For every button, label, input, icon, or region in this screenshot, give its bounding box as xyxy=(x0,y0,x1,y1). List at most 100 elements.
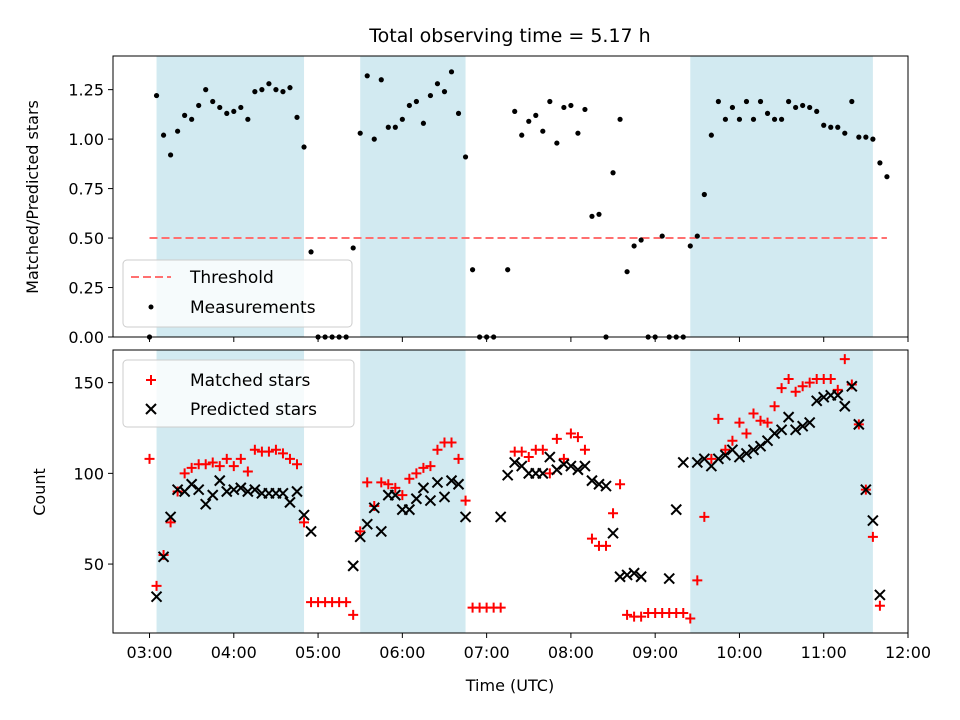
x-tick-label-8: 11:00 xyxy=(801,643,847,662)
matched-star-point-39 xyxy=(418,462,429,473)
matched-star-point-77 xyxy=(692,575,703,586)
measurement-point-78 xyxy=(701,191,707,198)
predicted-star-point-41 xyxy=(501,469,514,481)
matched-star-point-11 xyxy=(221,453,232,464)
matched-star-point-2 xyxy=(158,549,169,560)
measurement-point-14 xyxy=(245,116,251,122)
predicted-star-point-73 xyxy=(754,440,767,452)
predicted-star-point-68 xyxy=(719,449,732,461)
matched-star-point-65 xyxy=(608,508,619,519)
top-observing-window-1 xyxy=(360,56,466,337)
predicted-star-point-23 xyxy=(347,560,359,572)
measurement-point-65 xyxy=(610,170,616,176)
predicted-star-point-70 xyxy=(733,451,746,463)
x-tick-label-9: 12:00 xyxy=(885,643,931,662)
predicted-star-point-7 xyxy=(199,498,212,510)
matched-star-point-43 xyxy=(446,437,457,448)
predicted-star-point-40 xyxy=(494,511,507,523)
matched-star-point-37 xyxy=(404,473,415,484)
predicted-star-point-18 xyxy=(277,487,289,500)
top-y-axis-label: Matched/Predicted stars xyxy=(23,100,42,294)
measurement-point-23 xyxy=(308,249,314,255)
measurement-point-88 xyxy=(771,116,778,122)
matched-star-point-97 xyxy=(832,384,843,395)
predicted-star-point-57 xyxy=(614,571,626,583)
predicted-star-point-48 xyxy=(551,464,563,476)
matched-star-point-29 xyxy=(348,609,359,620)
top-panel: 0.00 0.25 0.50 0.75 1.00 1.25 Matched/Predict… xyxy=(23,55,909,347)
measurement-point-6 xyxy=(189,116,195,122)
predicted-star-point-84 xyxy=(832,389,844,402)
matched-star-point-32 xyxy=(369,501,380,512)
matched-star-point-62 xyxy=(586,533,597,544)
predicted-star-point-10 xyxy=(221,485,233,498)
measurement-point-36 xyxy=(399,116,405,122)
matched-star-point-75 xyxy=(678,608,689,619)
predicted-star-point-36 xyxy=(438,491,451,503)
predicted-star-point-21 xyxy=(298,509,310,521)
measurement-point-66 xyxy=(617,116,623,122)
matched-legend-marker xyxy=(146,375,156,385)
bottom-legend-box xyxy=(122,359,355,428)
top-legend-box xyxy=(122,259,353,328)
measurement-point-81 xyxy=(722,116,729,122)
matched-star-point-93 xyxy=(804,377,815,388)
matched-legend-label: Matched stars xyxy=(190,371,310,391)
measurement-point-79 xyxy=(708,132,714,138)
predicted-star-point-32 xyxy=(410,493,423,505)
measurement-point-63 xyxy=(596,211,602,217)
measurement-point-58 xyxy=(561,104,567,111)
predicted-star-point-5 xyxy=(185,478,198,490)
measurement-point-10 xyxy=(217,104,223,111)
matched-star-point-79 xyxy=(706,453,717,464)
measurement-point-12 xyxy=(231,108,237,115)
measurement-point-93 xyxy=(807,104,813,111)
matched-star-point-60 xyxy=(572,432,583,443)
predicted-star-point-51 xyxy=(572,464,584,476)
matched-star-point-84 xyxy=(741,428,752,439)
predicted-star-point-2 xyxy=(164,511,177,523)
matched-star-point-102 xyxy=(867,531,878,542)
matched-star-point-12 xyxy=(228,461,239,472)
matched-star-point-86 xyxy=(755,415,766,426)
matched-star-point-83 xyxy=(734,417,745,428)
measurement-point-101 xyxy=(863,134,869,140)
matched-star-point-45 xyxy=(460,495,471,506)
measurements-legend-marker xyxy=(148,304,154,310)
predicted-star-point-27 xyxy=(375,525,387,538)
predicted-star-point-26 xyxy=(368,502,380,514)
measurement-point-30 xyxy=(357,130,363,136)
predicted-star-point-24 xyxy=(354,531,366,543)
predicted-star-point-75 xyxy=(768,427,781,440)
measurement-point-55 xyxy=(540,128,546,134)
predicted-star-point-53 xyxy=(586,474,598,487)
chart-title: Total observing time = 5.17 h xyxy=(368,25,650,47)
measurement-point-13 xyxy=(238,104,244,111)
predicted-star-point-62 xyxy=(670,503,682,516)
predicted-star-point-39 xyxy=(459,511,472,523)
predicted-star-point-78 xyxy=(789,424,802,436)
predicted-star-point-49 xyxy=(558,458,570,470)
measurement-point-69 xyxy=(638,237,644,243)
measurement-point-99 xyxy=(849,98,855,105)
measurement-point-31 xyxy=(364,73,370,79)
predicted-star-point-54 xyxy=(593,478,605,490)
x-tick-label-5: 08:00 xyxy=(548,643,594,662)
measurement-point-7 xyxy=(196,102,202,109)
predicted-star-point-25 xyxy=(361,518,373,530)
measurement-point-21 xyxy=(294,114,300,120)
matched-star-point-10 xyxy=(214,461,225,472)
measurement-point-59 xyxy=(568,102,574,109)
measurement-point-84 xyxy=(743,98,750,105)
predicted-star-point-1 xyxy=(157,551,170,563)
bottom-legend: Matched stars Predicted stars xyxy=(122,359,355,428)
matched-star-point-81 xyxy=(720,444,731,455)
matched-star-point-61 xyxy=(579,444,590,455)
predicted-star-point-88 xyxy=(860,483,872,496)
measurement-point-68 xyxy=(631,243,637,249)
measurement-point-61 xyxy=(582,106,588,113)
measurement-point-22 xyxy=(301,144,307,150)
predicted-star-point-12 xyxy=(235,482,247,494)
x-tick-label-2: 05:00 xyxy=(295,643,341,662)
measurement-point-15 xyxy=(252,89,258,95)
